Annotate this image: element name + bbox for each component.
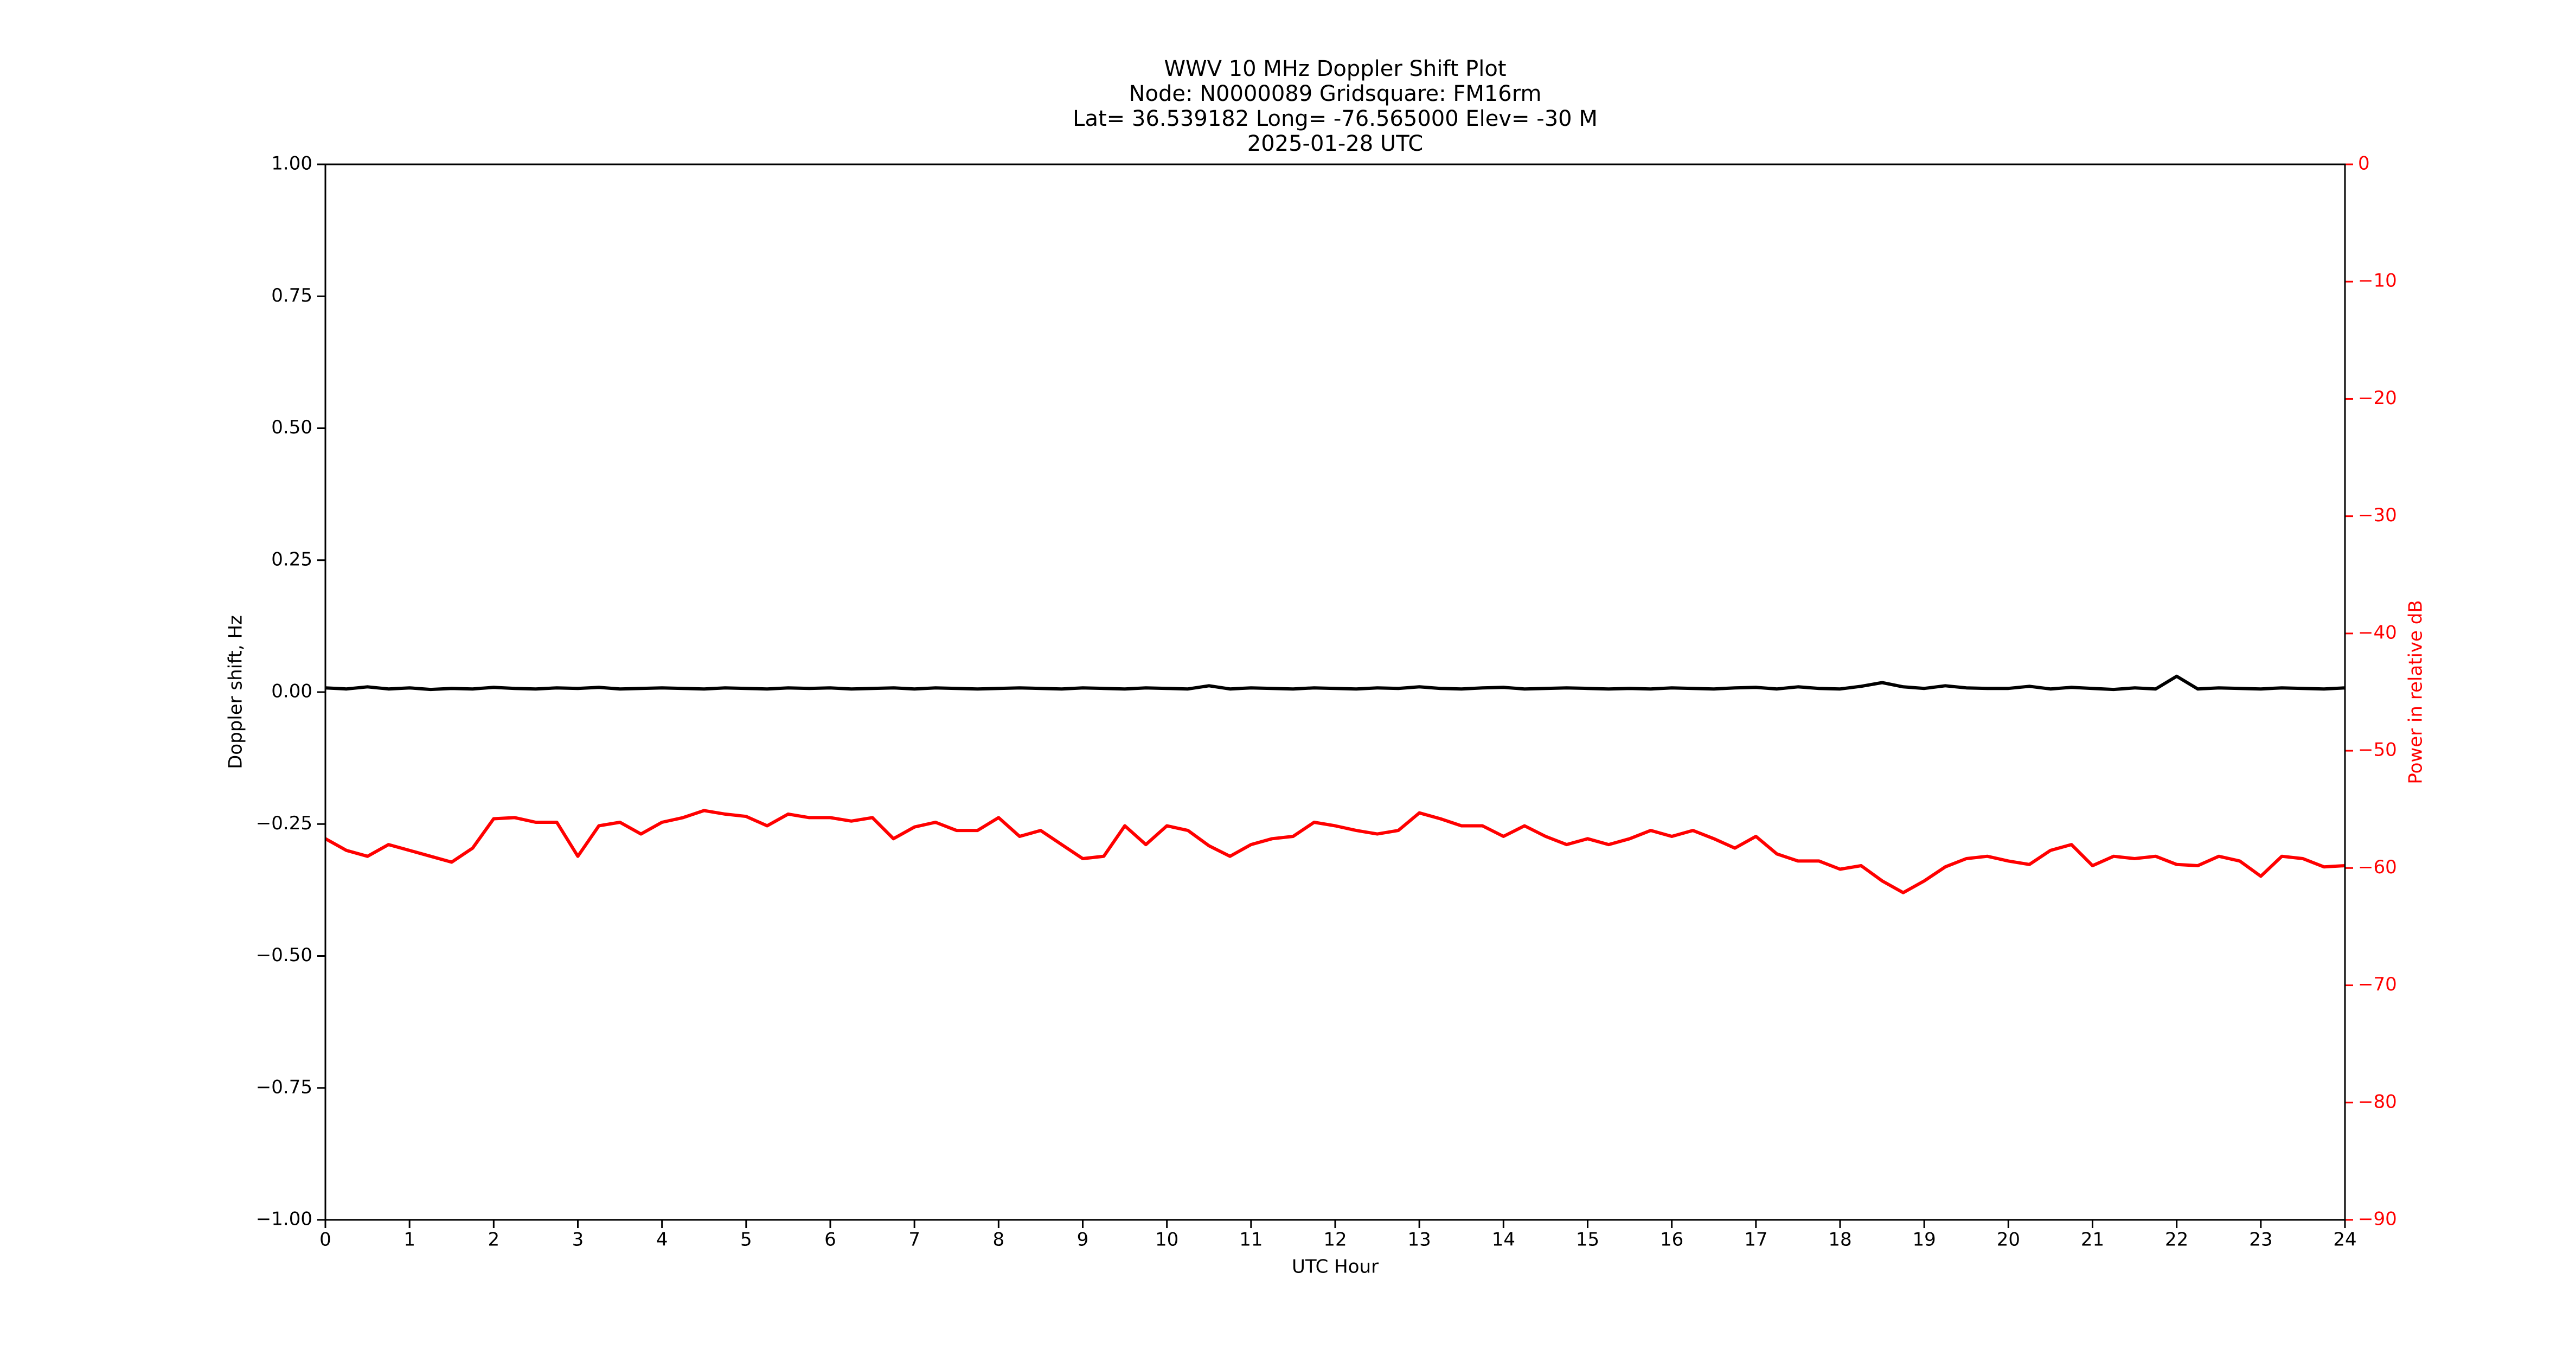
plot-frame	[324, 163, 2346, 1221]
y-tick-label: 0.75	[271, 285, 312, 306]
x-tick-label: 9	[1077, 1229, 1089, 1251]
x-tick-label: 2	[488, 1229, 500, 1251]
y2-tick-label: −20	[2358, 387, 2397, 409]
y-tick-label: 1.00	[271, 153, 312, 175]
y2-tick-label: −50	[2358, 739, 2397, 761]
y-axis-label: Doppler shift, Hz	[225, 615, 247, 769]
y-tick-label: −1.00	[256, 1208, 312, 1230]
x-tick-label: 6	[824, 1229, 836, 1251]
y2-tick-label: −70	[2358, 974, 2397, 995]
x-tick-label: 14	[1492, 1229, 1515, 1251]
chart-title: Lat= 36.539182 Long= -76.565000 Elev= -3…	[1073, 106, 1598, 131]
x-tick-label: 21	[2081, 1229, 2104, 1251]
x-tick-label: 18	[1828, 1229, 1851, 1251]
x-tick-label: 11	[1239, 1229, 1263, 1251]
y-tick-label: 0.00	[271, 681, 312, 702]
x-tick-label: 5	[740, 1229, 752, 1251]
data-line	[324, 809, 2346, 894]
x-tick-label: 15	[1576, 1229, 1599, 1251]
y-tick-label: 0.50	[271, 417, 312, 438]
x-tick-label: 22	[2165, 1229, 2188, 1251]
x-tick-label: 24	[2333, 1229, 2356, 1251]
x-tick-label: 16	[1660, 1229, 1683, 1251]
data-line	[325, 674, 2346, 692]
y-tick-label: −0.75	[256, 1076, 312, 1098]
x-axis-label: UTC Hour	[1292, 1256, 1379, 1278]
x-tick-label: 12	[1323, 1229, 1347, 1251]
x-tick-label: 19	[1913, 1229, 1936, 1251]
chart-title: 2025-01-28 UTC	[1247, 131, 1423, 156]
x-tick-label: 13	[1408, 1229, 1431, 1251]
x-tick-label: 3	[572, 1229, 584, 1251]
y2-tick-label: −60	[2358, 856, 2397, 878]
chart-title: Node: N0000089 Gridsquare: FM16rm	[1129, 81, 1542, 106]
x-tick-label: 0	[319, 1229, 331, 1251]
y2-tick-label: −90	[2358, 1208, 2397, 1230]
chart-title: WWV 10 MHz Doppler Shift Plot	[1164, 56, 1506, 81]
x-tick-label: 1	[403, 1229, 415, 1251]
y2-axis-label: Power in relative dB	[2405, 600, 2427, 784]
y-tick-label: −0.25	[256, 813, 312, 834]
y2-tick-label: −40	[2358, 622, 2397, 643]
x-tick-label: 10	[1155, 1229, 1178, 1251]
y-tick-label: −0.50	[256, 944, 312, 966]
y2-tick-label: 0	[2358, 153, 2370, 175]
y2-tick-label: −10	[2358, 270, 2397, 292]
y2-tick-label: −30	[2358, 504, 2397, 526]
x-tick-label: 4	[656, 1229, 668, 1251]
y-tick-label: 0.25	[271, 548, 312, 570]
x-tick-label: 7	[908, 1229, 920, 1251]
x-tick-label: 17	[1744, 1229, 1767, 1251]
x-tick-label: 8	[993, 1229, 1005, 1251]
x-tick-label: 20	[1997, 1229, 2020, 1251]
x-tick-label: 23	[2249, 1229, 2272, 1251]
y2-tick-label: −80	[2358, 1091, 2397, 1112]
